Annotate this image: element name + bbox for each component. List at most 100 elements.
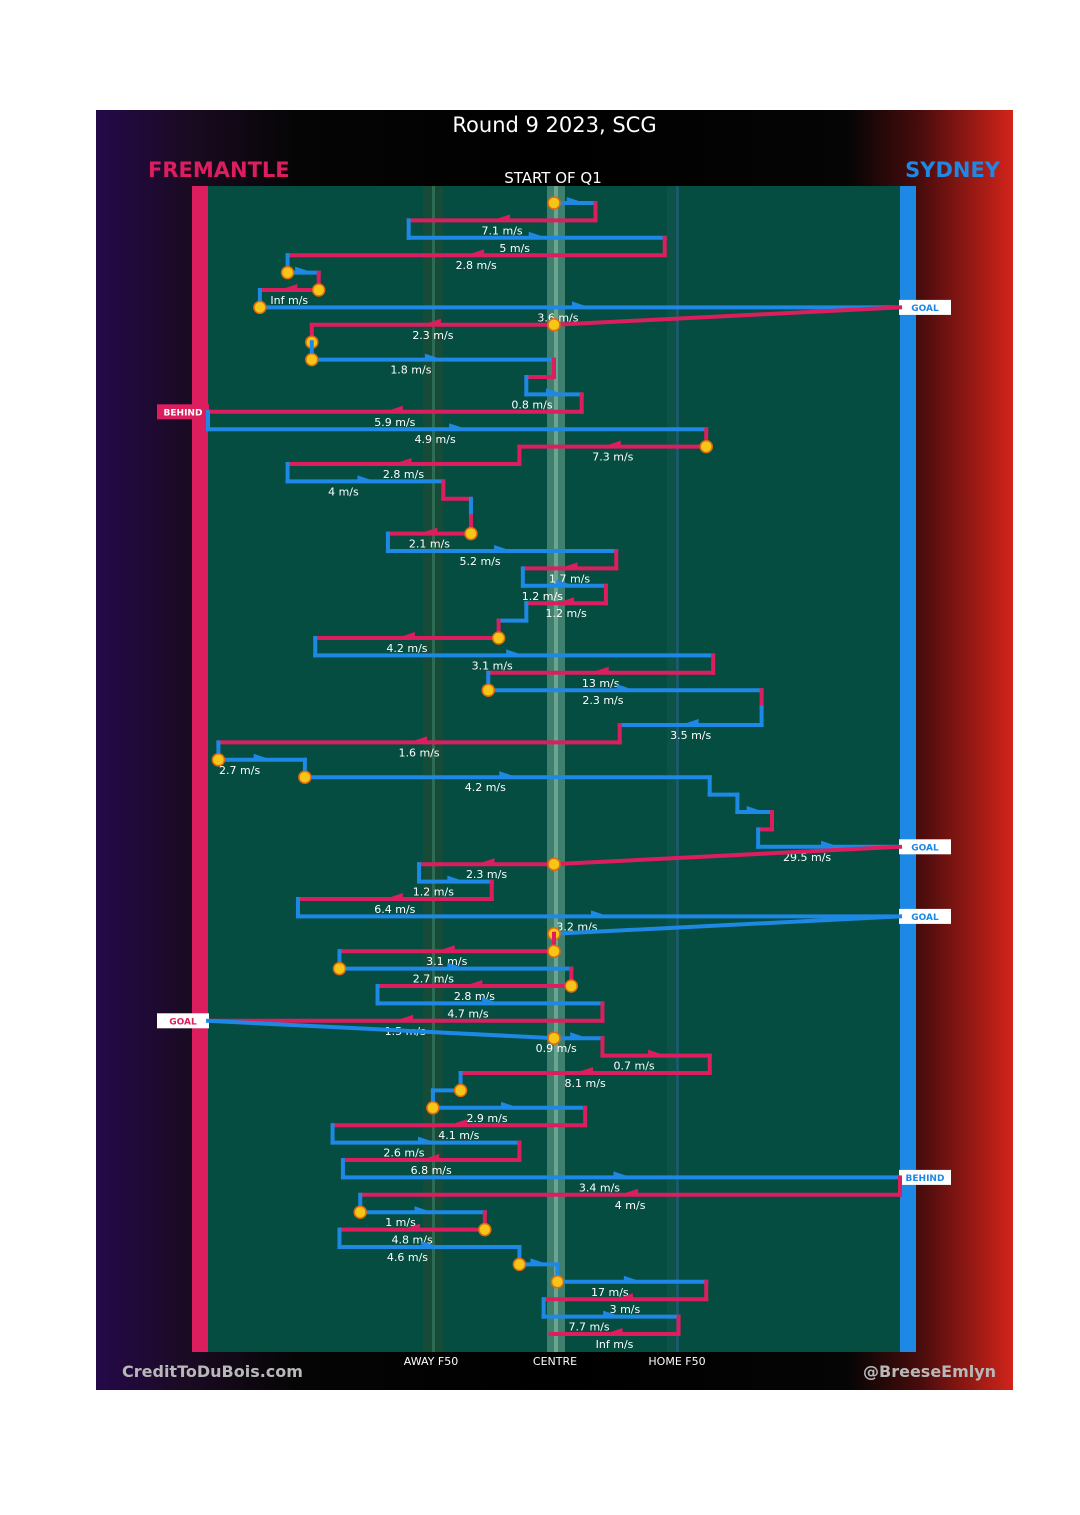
chain-start-marker bbox=[547, 1031, 561, 1045]
score-tag-box bbox=[899, 299, 951, 315]
speed-label: 4.9 m/s bbox=[415, 433, 456, 446]
direction-arrow bbox=[395, 1014, 414, 1022]
speed-label: 1 m/s bbox=[385, 1216, 416, 1229]
direction-arrow bbox=[402, 1223, 421, 1231]
speed-label: 7.1 m/s bbox=[482, 224, 523, 237]
chain-start-marker bbox=[453, 1083, 468, 1098]
speed-label: 2.7 m/s bbox=[219, 764, 260, 777]
chain-start-marker bbox=[550, 1275, 565, 1289]
chain-start-marker bbox=[311, 283, 326, 297]
direction-arrow bbox=[506, 649, 525, 657]
speed-label: 1.6 m/s bbox=[398, 746, 439, 759]
direction-arrow bbox=[556, 579, 575, 587]
direction-arrow bbox=[414, 1206, 433, 1214]
direction-arrow bbox=[253, 753, 272, 761]
direction-arrow bbox=[466, 249, 485, 257]
score-tag-box bbox=[899, 839, 951, 855]
direction-arrow bbox=[464, 980, 483, 987]
speed-label: 2.8 m/s bbox=[383, 468, 424, 481]
chain-connector bbox=[551, 914, 903, 936]
direction-arrow bbox=[436, 945, 455, 953]
chain-start-marker bbox=[353, 1205, 367, 1219]
away-team-name: FREMANTLE bbox=[148, 158, 290, 182]
score-tag-label: GOAL bbox=[169, 1017, 197, 1027]
direction-arrow bbox=[384, 893, 403, 900]
chain-start-marker bbox=[280, 265, 295, 280]
direction-arrow bbox=[559, 562, 578, 570]
speed-label: 4.1 m/s bbox=[438, 1129, 479, 1142]
speed-label: 4.2 m/s bbox=[465, 781, 506, 794]
score-tag-label: GOAL bbox=[911, 304, 939, 314]
chain-start-marker bbox=[491, 631, 506, 645]
score-tag-label: BEHIND bbox=[906, 1174, 945, 1184]
direction-arrow bbox=[746, 806, 765, 813]
x-tick-home-f50: HOME F50 bbox=[648, 1355, 706, 1368]
chain-start-marker bbox=[512, 1257, 527, 1272]
chain-start-marker bbox=[547, 944, 561, 958]
direction-arrow bbox=[384, 405, 403, 413]
speed-label: 1.2 m/s bbox=[546, 607, 587, 620]
direction-arrow bbox=[623, 1275, 642, 1283]
credit-left: CreditToDuBois.com bbox=[122, 1362, 303, 1381]
chain-start-marker bbox=[464, 526, 478, 541]
direction-arrow bbox=[422, 318, 441, 326]
direction-arrow bbox=[494, 545, 513, 552]
direction-arrow bbox=[448, 1119, 467, 1127]
direction-arrow bbox=[546, 388, 564, 396]
speed-label: 13 m/s bbox=[582, 677, 620, 690]
chain-start-marker bbox=[547, 857, 561, 871]
direction-arrow bbox=[616, 684, 635, 692]
direction-arrow bbox=[357, 475, 376, 483]
direction-arrow bbox=[575, 1067, 594, 1074]
speed-label: 1.2 m/s bbox=[413, 886, 454, 899]
score-tag-box bbox=[899, 1169, 951, 1185]
speed-label: 3.1 m/s bbox=[472, 659, 513, 672]
direction-arrow bbox=[295, 266, 314, 274]
direction-arrow bbox=[419, 527, 438, 535]
speed-label: Inf m/s bbox=[596, 1338, 634, 1351]
score-tag-box bbox=[157, 404, 209, 420]
field bbox=[192, 186, 916, 1352]
chain-connector bbox=[551, 844, 903, 867]
speed-label: 2.8 m/s bbox=[456, 259, 497, 272]
speed-label: 7.7 m/s bbox=[569, 1321, 610, 1334]
direction-arrow bbox=[449, 423, 468, 431]
chain-start-marker bbox=[564, 979, 579, 993]
direction-arrow bbox=[501, 1101, 520, 1109]
speed-label: 3.4 m/s bbox=[579, 1181, 620, 1194]
sydney-goal-line bbox=[900, 186, 916, 1352]
away-f50-inner-line bbox=[432, 186, 435, 1352]
x-tick-centre: CENTRE bbox=[532, 1355, 578, 1368]
quarter-label: START OF Q1 bbox=[504, 169, 602, 187]
direction-arrow bbox=[528, 231, 547, 239]
direction-arrow bbox=[417, 1136, 436, 1144]
speed-label: Inf m/s bbox=[270, 294, 308, 307]
chain-start-marker bbox=[547, 196, 561, 210]
speed-label: 7.3 m/s bbox=[592, 451, 633, 464]
speed-label: 4.2 m/s bbox=[386, 642, 427, 655]
chain-start-marker bbox=[426, 1101, 440, 1115]
direction-arrow bbox=[447, 962, 466, 970]
direction-arrow bbox=[603, 1310, 622, 1318]
credit-right: @BreeseEmlyn bbox=[863, 1362, 997, 1381]
speed-label: 5.9 m/s bbox=[374, 416, 415, 429]
speed-label: 6.8 m/s bbox=[411, 1164, 452, 1177]
speed-label: 1.7 m/s bbox=[549, 572, 590, 585]
x-tick-away-f50: AWAY F50 bbox=[403, 1355, 459, 1368]
direction-arrow bbox=[614, 1293, 633, 1301]
direction-arrow bbox=[602, 440, 621, 448]
speed-label: 0.9 m/s bbox=[536, 1042, 577, 1055]
direction-arrow bbox=[604, 1328, 623, 1335]
direction-arrow bbox=[648, 1049, 667, 1057]
chain-connector bbox=[551, 305, 903, 327]
direction-arrow bbox=[499, 771, 518, 779]
direction-arrow bbox=[421, 1241, 440, 1248]
direction-arrow bbox=[476, 858, 495, 866]
speed-label: 3 m/s bbox=[610, 1303, 641, 1316]
direction-arrow bbox=[279, 284, 298, 291]
speed-label: 8.1 m/s bbox=[565, 1077, 606, 1090]
direction-arrow bbox=[424, 353, 443, 361]
speed-label: 2.1 m/s bbox=[409, 538, 450, 551]
direction-arrow bbox=[393, 458, 412, 465]
